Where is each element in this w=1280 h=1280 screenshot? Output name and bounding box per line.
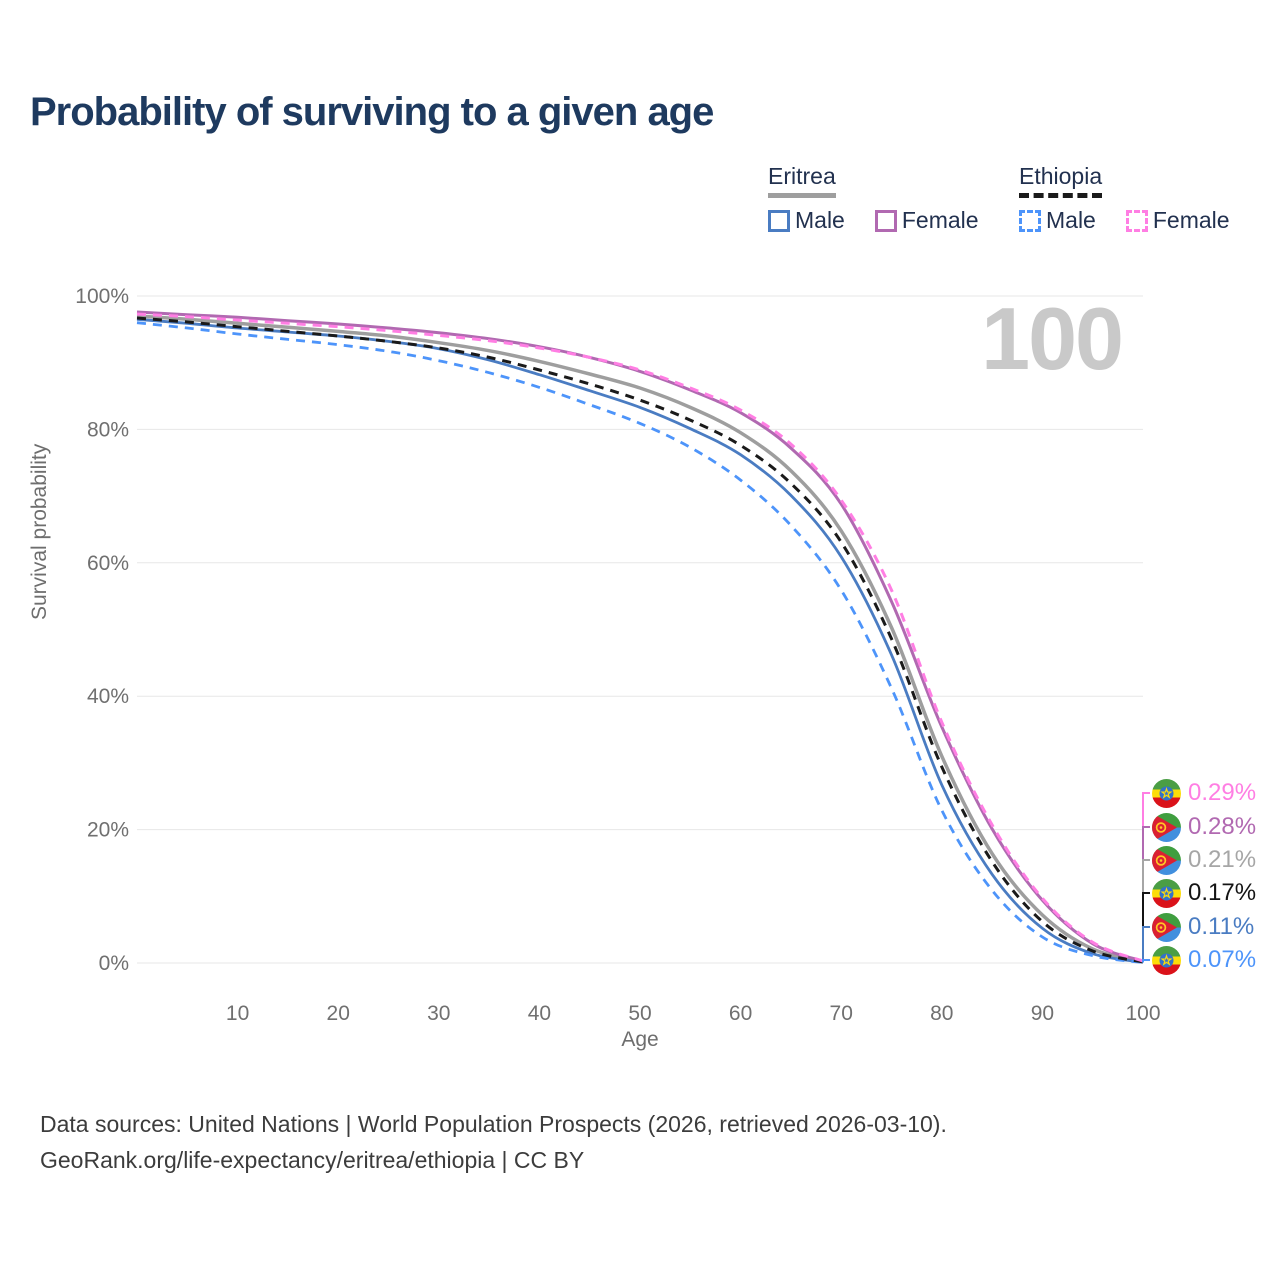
eritrea-solid-line-swatch <box>768 193 836 198</box>
ethiopia-flag-icon <box>1152 778 1181 808</box>
x-tick-label: 50 <box>628 1002 651 1025</box>
eritrea-flag-icon <box>1152 845 1181 875</box>
x-tick-label: 80 <box>930 1002 953 1025</box>
y-tick-label: 60% <box>87 552 129 575</box>
end-label-value: 0.07% <box>1188 946 1257 973</box>
footer: Data sources: United Nations | World Pop… <box>40 1106 947 1178</box>
data-sources-line: Data sources: United Nations | World Pop… <box>40 1111 947 1137</box>
ethiopia-female-swatch <box>1125 209 1148 232</box>
legend-item-eritrea-male[interactable]: Male <box>768 207 845 234</box>
legend-row-ethiopia: Male Female <box>1019 207 1230 234</box>
legend-row-eritrea: Male Female <box>768 207 979 234</box>
legend-group-ethiopia: Ethiopia Male Female <box>1019 163 1230 234</box>
legend-group-label: Ethiopia <box>1019 163 1103 189</box>
curve-eritrea-male[interactable] <box>136 317 1144 964</box>
curve-ethiopia[interactable] <box>136 316 1144 964</box>
curve-ethiopia-male[interactable] <box>136 321 1144 964</box>
y-tick-label: 80% <box>87 418 129 441</box>
eritrea-flag-icon <box>1152 912 1181 942</box>
x-tick-label: 100 <box>1125 1002 1160 1025</box>
age-watermark: 100 <box>981 289 1124 388</box>
legend-header-eritrea[interactable]: Eritrea <box>768 163 836 198</box>
ethiopia-male-swatch <box>1019 209 1041 232</box>
ethiopia-flag <box>1152 945 1181 975</box>
ethiopia-flag <box>1152 778 1181 808</box>
y-tick-label: 0% <box>99 952 129 975</box>
attribution-line: GeoRank.org/life-expectancy/eritrea/ethi… <box>40 1147 585 1173</box>
curve-eritrea-female[interactable] <box>136 310 1144 963</box>
legend-item-label: Male <box>795 207 845 233</box>
ethiopia-dashed-line-swatch <box>1019 193 1103 198</box>
y-tick-label: 40% <box>87 685 129 708</box>
x-tick-label: 90 <box>1031 1002 1054 1025</box>
legend-group-label: Eritrea <box>768 163 836 189</box>
ethiopia-flag-icon <box>1152 945 1181 975</box>
legend-item-label: Male <box>1046 207 1096 233</box>
end-label-connector <box>1142 926 1150 963</box>
legend-item-eritrea-female[interactable]: Female <box>874 207 979 234</box>
end-label-row-ethiopia: 0.17% <box>1152 876 1256 910</box>
eritrea-flag-icon <box>1152 812 1181 842</box>
end-label-connector <box>1142 792 1150 962</box>
x-tick-label: 70 <box>830 1002 853 1025</box>
legend-header-ethiopia[interactable]: Ethiopia <box>1019 163 1103 198</box>
x-axis-title: Age <box>621 1028 659 1051</box>
end-label-value: 0.29% <box>1188 779 1257 806</box>
end-label-value: 0.28% <box>1188 813 1257 840</box>
end-label-row-eritrea: 0.21% <box>1152 843 1256 877</box>
y-tick-label: 20% <box>87 819 129 842</box>
end-label-value: 0.17% <box>1188 879 1257 906</box>
end-label-value: 0.11% <box>1188 913 1255 940</box>
x-tick-label: 60 <box>729 1002 752 1025</box>
curve-eritrea[interactable] <box>136 314 1144 964</box>
end-label-row-eritrea-female: 0.28% <box>1152 810 1256 844</box>
eritrea-flag <box>1152 812 1181 842</box>
end-label-value: 0.21% <box>1188 846 1257 873</box>
y-tick-label: 100% <box>75 285 129 308</box>
x-tick-label: 10 <box>226 1002 249 1025</box>
legend-group-eritrea: Eritrea Male Female <box>768 163 979 234</box>
x-tick-label: 40 <box>528 1002 551 1025</box>
legend-item-ethiopia-female[interactable]: Female <box>1125 207 1230 234</box>
curve-ethiopia-female[interactable] <box>136 312 1144 963</box>
ethiopia-flag-icon <box>1152 878 1181 908</box>
legend-item-label: Female <box>1152 207 1230 233</box>
end-label-row-eritrea-male: 0.11% <box>1152 910 1254 944</box>
legend-item-ethiopia-male[interactable]: Male <box>1019 207 1096 234</box>
end-label-connector <box>1142 959 1150 963</box>
page-title: Probability of surviving to a given age <box>30 90 714 134</box>
ethiopia-flag <box>1152 878 1181 908</box>
x-tick-label: 30 <box>427 1002 450 1025</box>
y-axis-title: Survival probability <box>28 443 51 620</box>
legend-item-label: Female <box>901 207 979 233</box>
eritrea-flag <box>1152 912 1181 942</box>
end-label-row-ethiopia-male: 0.07% <box>1152 943 1256 977</box>
x-tick-label: 20 <box>327 1002 350 1025</box>
eritrea-flag <box>1152 845 1181 875</box>
end-label-row-ethiopia-female: 0.29% <box>1152 776 1256 810</box>
end-label-connector <box>1142 859 1150 962</box>
eritrea-female-swatch <box>874 209 897 232</box>
end-label-connector <box>1142 826 1150 962</box>
eritrea-male-swatch <box>768 209 790 232</box>
